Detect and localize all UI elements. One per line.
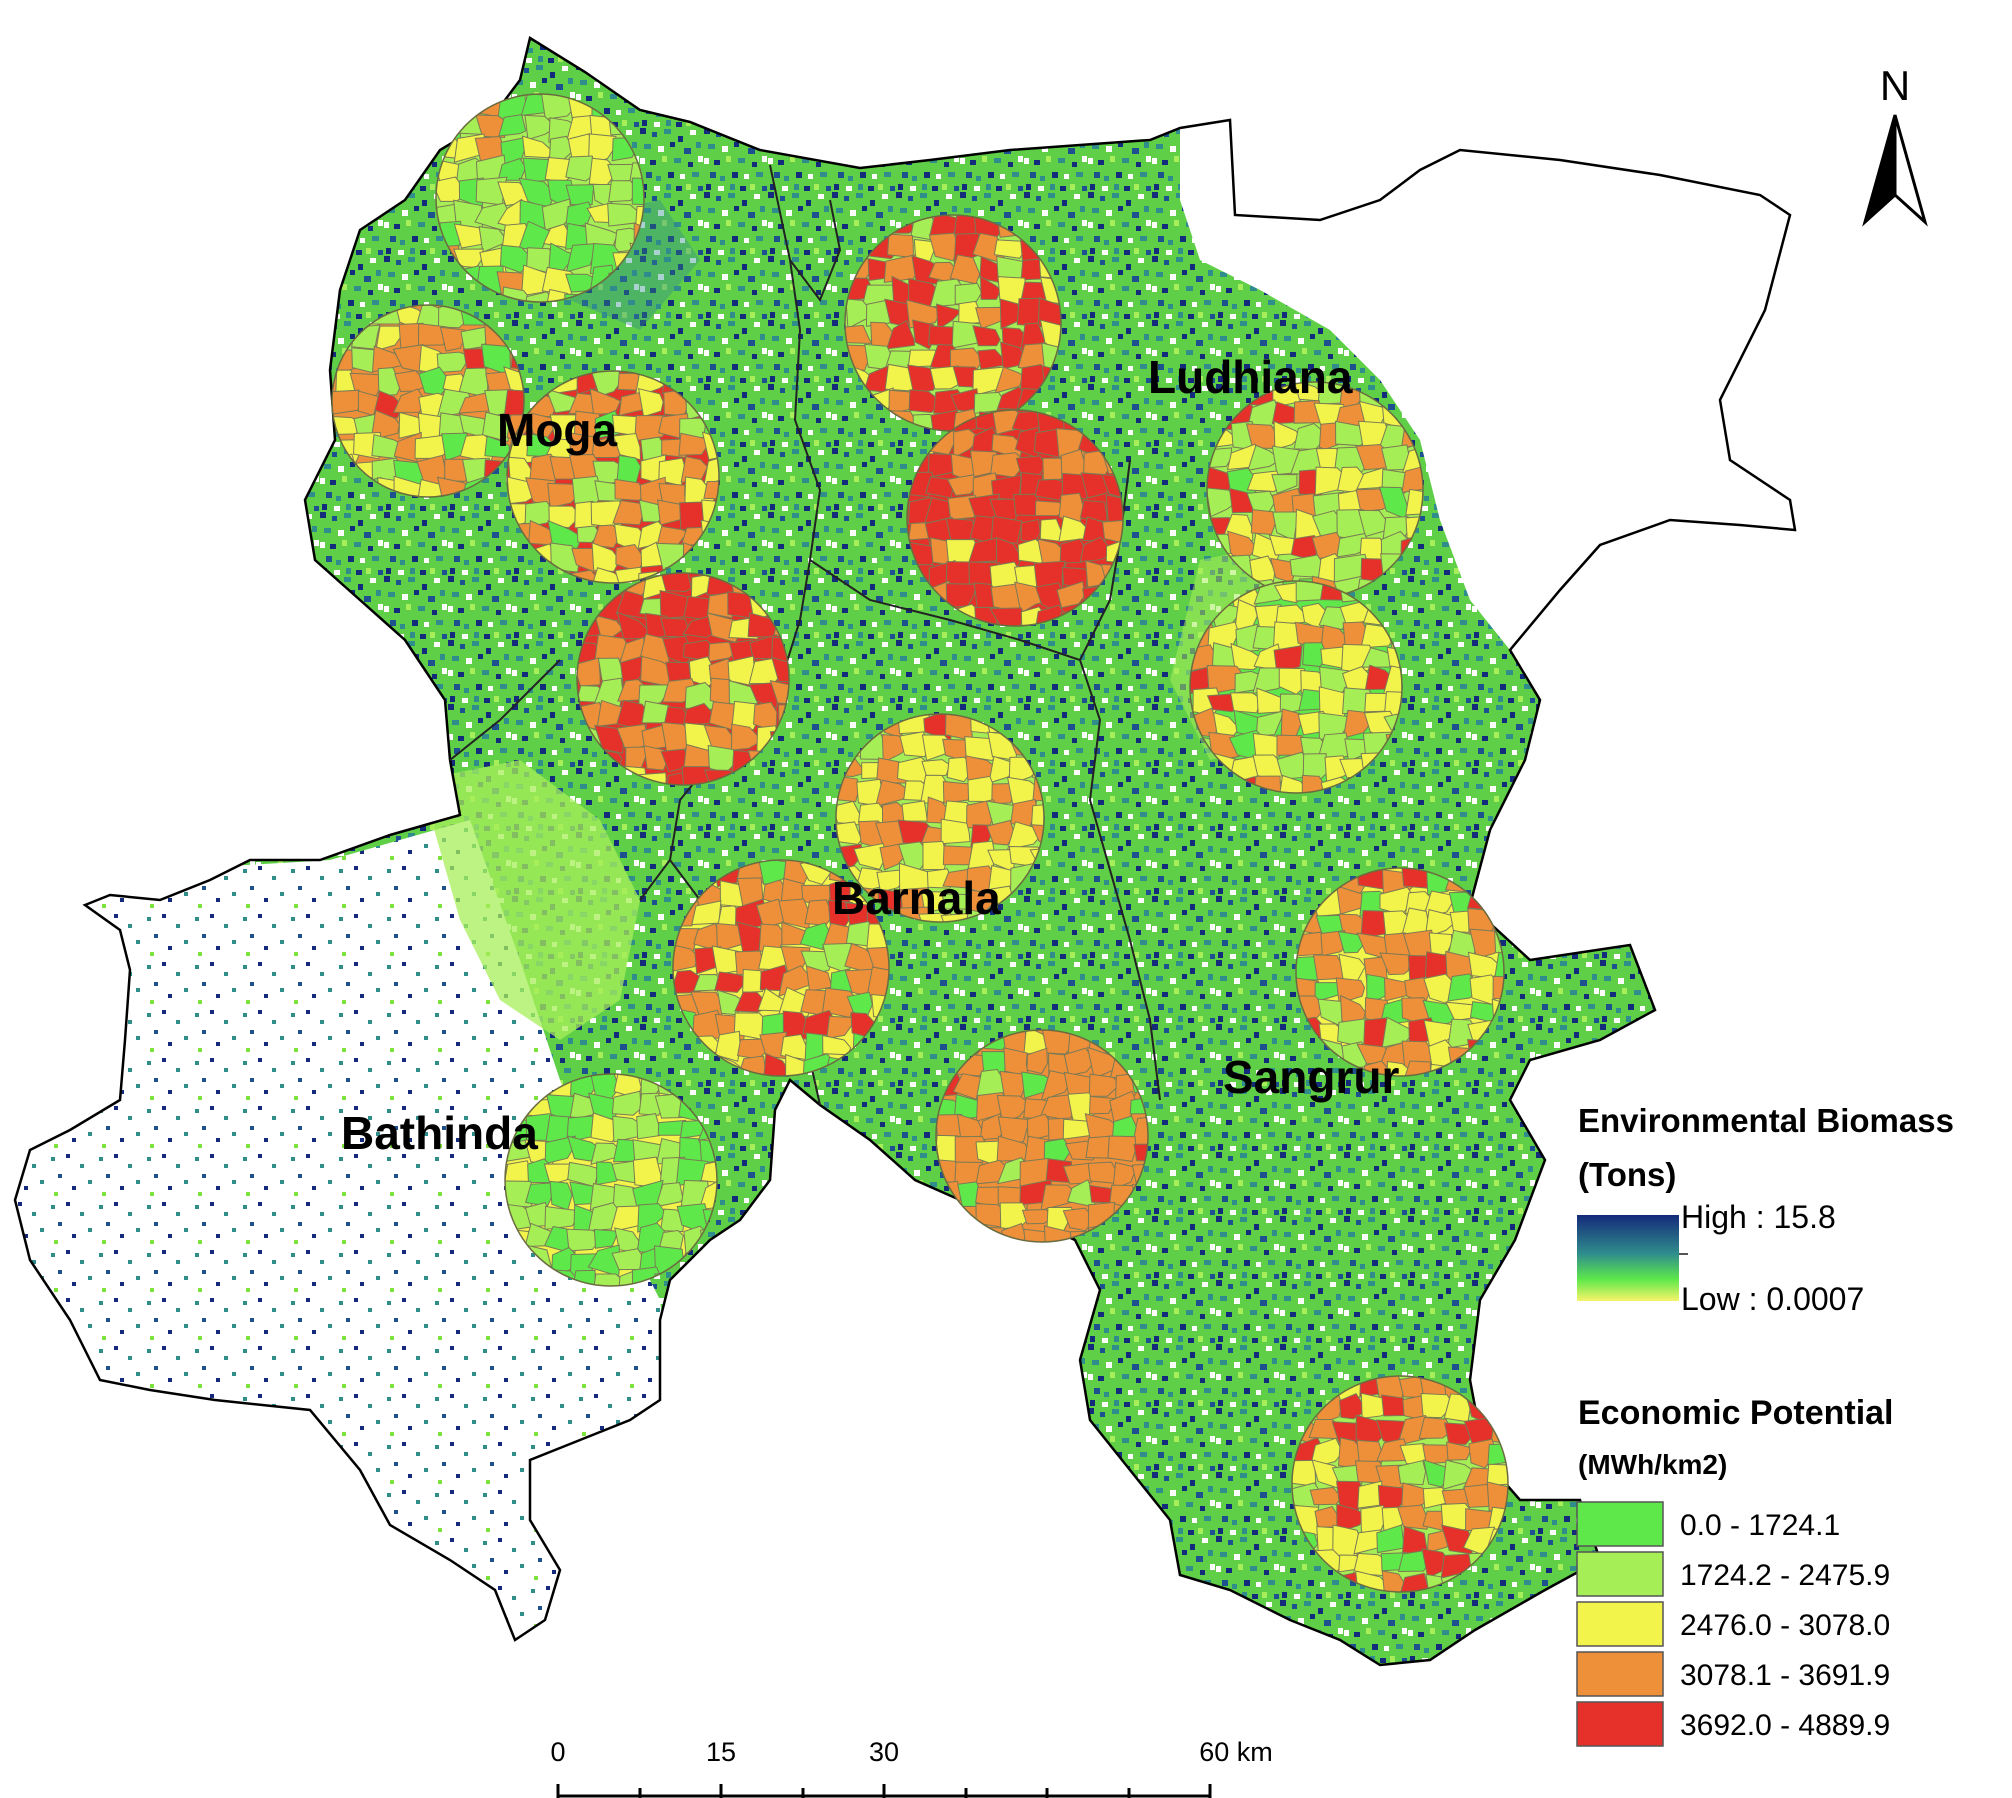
- north-arrow-label: N: [1880, 62, 1910, 109]
- legend-economic-classes: 0.0 - 1724.1 1724.2 - 2475.9 2476.0 - 3078…: [1576, 1501, 1890, 1747]
- legend: Environmental Biomass (Tons) High : 15.8…: [1576, 1102, 1954, 1747]
- district-labels: Moga Ludhiana Barnala Sangrur Bathinda: [341, 351, 1399, 1159]
- legend-class-swatch-2: [1576, 1551, 1664, 1597]
- legend-class-label-3: 2476.0 - 3078.0: [1680, 1609, 1890, 1642]
- economic-zone-8: [1190, 581, 1402, 793]
- legend-class-swatch-1: [1576, 1501, 1664, 1547]
- scale-label-30: 30: [869, 1737, 899, 1767]
- district-label-barnala: Barnala: [832, 872, 1001, 924]
- legend-economic-unit: (MWh/km2): [1578, 1449, 1727, 1480]
- legend-class-label-4: 3078.1 - 3691.9: [1680, 1659, 1890, 1692]
- legend-biomass-unit: (Tons): [1578, 1156, 1676, 1193]
- legend-economic-title: Economic Potential: [1578, 1394, 1894, 1432]
- region-boundary: [13, 36, 1797, 1667]
- legend-class-label-1: 0.0 - 1724.1: [1680, 1509, 1840, 1542]
- legend-class-swatch-5: [1576, 1701, 1664, 1747]
- district-label-moga: Moga: [497, 404, 618, 456]
- scale-label-15: 15: [706, 1737, 736, 1767]
- legend-biomass-low: Low : 0.0007: [1681, 1281, 1864, 1317]
- economic-zone-5: [845, 215, 1061, 431]
- legend-biomass-ramp: [1577, 1215, 1679, 1301]
- scale-bar: 0 15 30 60 km: [550, 1737, 1273, 1798]
- district-label-ludhiana: Ludhiana: [1148, 351, 1353, 403]
- legend-biomass-title: Environmental Biomass: [1578, 1102, 1954, 1139]
- legend-class-label-2: 1724.2 - 2475.9: [1680, 1559, 1890, 1592]
- legend-biomass-high: High : 15.8: [1681, 1199, 1836, 1235]
- legend-class-label-5: 3692.0 - 4889.9: [1680, 1709, 1890, 1742]
- legend-class-swatch-3: [1576, 1601, 1664, 1647]
- economic-zone-7: [1207, 382, 1423, 598]
- district-label-bathinda: Bathinda: [341, 1107, 538, 1159]
- legend-class-swatch-4: [1576, 1651, 1664, 1697]
- north-arrow: N: [1862, 62, 1928, 227]
- scale-label-60: 60 km: [1199, 1737, 1273, 1767]
- district-label-sangrur: Sangrur: [1223, 1051, 1399, 1103]
- scale-label-0: 0: [550, 1737, 565, 1767]
